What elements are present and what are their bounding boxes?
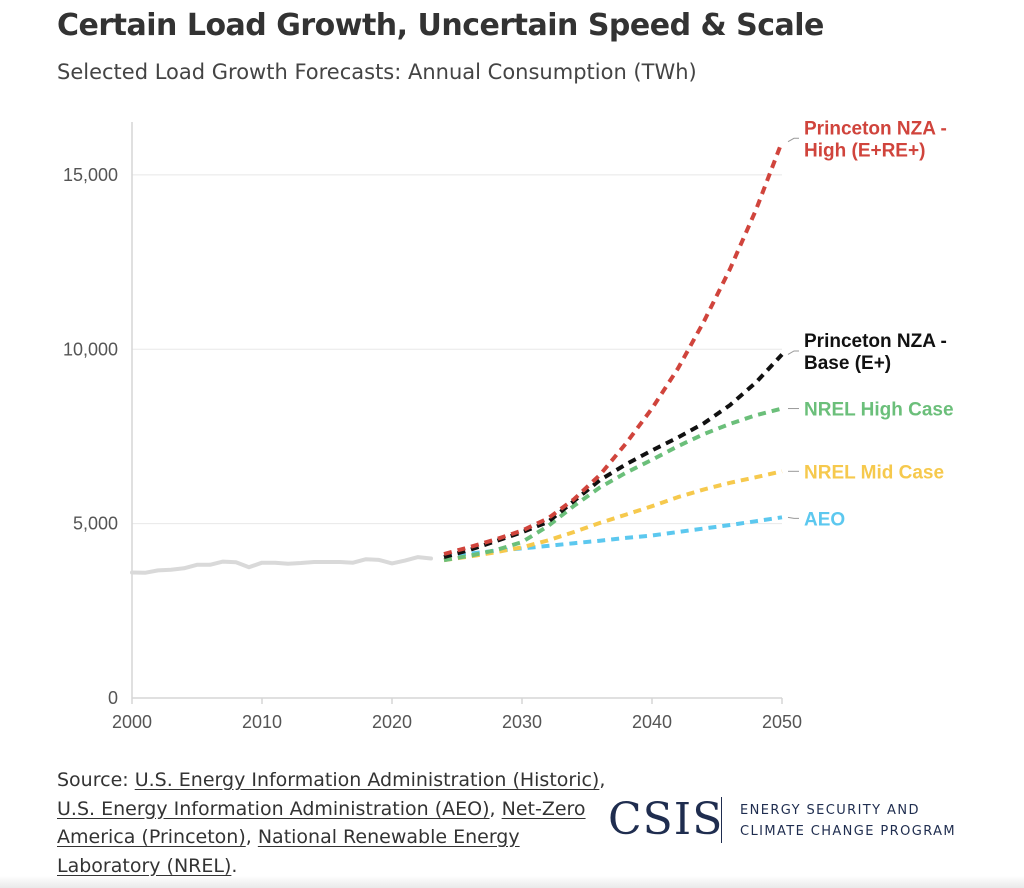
label-connector <box>787 516 799 519</box>
series-line-nrel-high-case <box>443 406 783 563</box>
label-connector <box>787 350 799 355</box>
x-tick-label: 2010 <box>242 712 282 732</box>
series-lines <box>130 140 784 575</box>
program-name: ENERGY SECURITY AND CLIMATE CHANGE PROGR… <box>740 800 956 842</box>
label-connector <box>787 137 799 143</box>
series-line-princeton-nza-base-e <box>443 353 784 560</box>
source-separator: , <box>599 769 606 791</box>
series-label: Base (E+) <box>804 353 891 374</box>
axes: 0 5,000 10,000 15,000 2000 2010 2020 2030 2040 20… <box>63 122 802 732</box>
page-edge-shadow <box>0 876 1024 888</box>
chart-title: Certain Load Growth, Uncertain Speed & S… <box>57 8 824 43</box>
csis-logo: CSIS <box>608 794 724 845</box>
series-line-historic <box>130 555 433 575</box>
chart-subtitle: Selected Load Growth Forecasts: Annual C… <box>57 60 697 84</box>
series-label: NREL High Case <box>804 400 954 421</box>
gridlines <box>132 174 782 525</box>
source-prefix: Source: <box>57 769 135 791</box>
source-link-eia-historic[interactable]: U.S. Energy Information Administration (… <box>134 769 600 791</box>
source-separator: , <box>489 797 502 820</box>
source-link-princeton[interactable]: Net-Zero America (Princeton) <box>57 797 586 849</box>
series-label: NREL Mid Case <box>804 462 944 483</box>
series-line-princeton-nza-high-e-re <box>443 140 784 556</box>
x-tick-label: 2030 <box>502 712 542 732</box>
series-labels: AEO NREL Mid Case NREL High Case Princeton … <box>787 118 954 530</box>
x-tick-label: 2040 <box>632 712 672 732</box>
source-suffix: . <box>231 854 238 877</box>
series-label: Princeton NZA - <box>804 118 947 139</box>
logo-divider <box>721 797 722 843</box>
series-label: High (E+RE+) <box>804 140 925 161</box>
series-line-nrel-mid-case <box>443 469 783 563</box>
load-growth-chart: 0 5,000 10,000 15,000 2000 2010 2020 2030 2040 20… <box>63 118 954 732</box>
x-tick-label: 2020 <box>372 712 412 732</box>
x-tick-label: 2050 <box>762 712 802 732</box>
y-tick-label: 10,000 <box>63 339 118 359</box>
x-tick-label: 2000 <box>112 712 152 732</box>
source-note: Source: U.S. Energy Information Administ… <box>57 766 617 880</box>
series-label: AEO <box>804 509 845 530</box>
series-label: Princeton NZA - <box>804 331 947 352</box>
program-line-2: CLIMATE CHANGE PROGRAM <box>740 824 957 839</box>
source-link-eia-aeo[interactable]: U.S. Energy Information Administration (… <box>57 797 490 820</box>
y-tick-label: 15,000 <box>63 165 118 185</box>
y-tick-label: 5,000 <box>73 514 118 534</box>
source-link-nrel[interactable]: National Renewable Energy Laboratory (NR… <box>57 826 520 877</box>
y-tick-label: 0 <box>108 688 118 708</box>
source-separator: , <box>245 826 258 848</box>
program-line-1: ENERGY SECURITY AND <box>740 803 920 818</box>
